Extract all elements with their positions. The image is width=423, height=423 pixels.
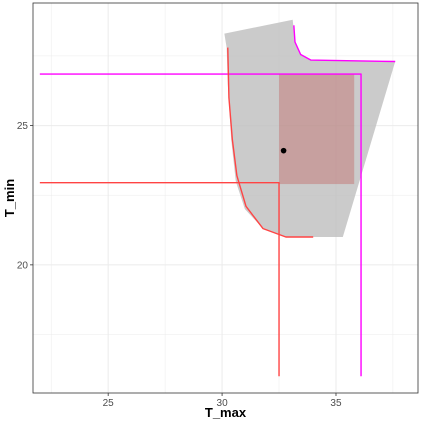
series-1-segment-1	[39, 73, 362, 377]
x-tick-label: 25	[103, 398, 115, 409]
y-tick-label: 25	[17, 121, 29, 132]
data-point	[280, 147, 287, 154]
series-1-segment-2	[293, 25, 396, 63]
x-tick-label: 35	[330, 398, 342, 409]
series-2-segment-2	[227, 47, 314, 238]
highlight-rectangle	[279, 74, 355, 185]
axis-layer: 25 30 35 20 25	[17, 121, 342, 409]
x-axis-title: T_max	[205, 405, 247, 420]
x-tick-label: 30	[217, 398, 229, 409]
panel-border	[32, 2, 419, 394]
y-axis-title: T_min	[2, 179, 17, 217]
series-2-segment-1	[39, 181, 280, 377]
data-layer	[39, 19, 396, 377]
y-tick-label: 20	[17, 260, 29, 271]
